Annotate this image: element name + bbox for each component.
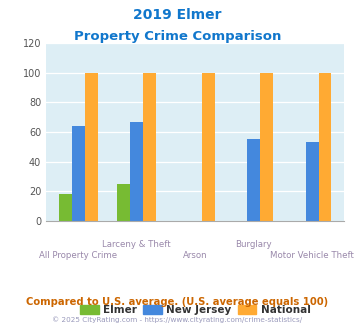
Bar: [143, 73, 156, 221]
Text: Compared to U.S. average. (U.S. average equals 100): Compared to U.S. average. (U.S. average …: [26, 297, 329, 307]
Text: Property Crime Comparison: Property Crime Comparison: [74, 30, 281, 43]
Text: Larceny & Theft: Larceny & Theft: [103, 240, 171, 249]
Bar: [260, 73, 273, 221]
Text: 2019 Elmer: 2019 Elmer: [133, 8, 222, 22]
Bar: [59, 194, 72, 221]
Bar: [319, 73, 332, 221]
Text: Burglary: Burglary: [235, 240, 272, 249]
Bar: [85, 73, 98, 221]
Text: Arson: Arson: [183, 251, 208, 260]
Text: © 2025 CityRating.com - https://www.cityrating.com/crime-statistics/: © 2025 CityRating.com - https://www.city…: [53, 317, 302, 323]
Bar: [118, 184, 130, 221]
Legend: Elmer, New Jersey, National: Elmer, New Jersey, National: [76, 301, 315, 319]
Text: Motor Vehicle Theft: Motor Vehicle Theft: [270, 251, 354, 260]
Bar: [202, 73, 214, 221]
Bar: [247, 139, 260, 221]
Bar: [306, 143, 319, 221]
Text: All Property Crime: All Property Crime: [39, 251, 118, 260]
Bar: [72, 126, 85, 221]
Bar: [130, 121, 143, 221]
